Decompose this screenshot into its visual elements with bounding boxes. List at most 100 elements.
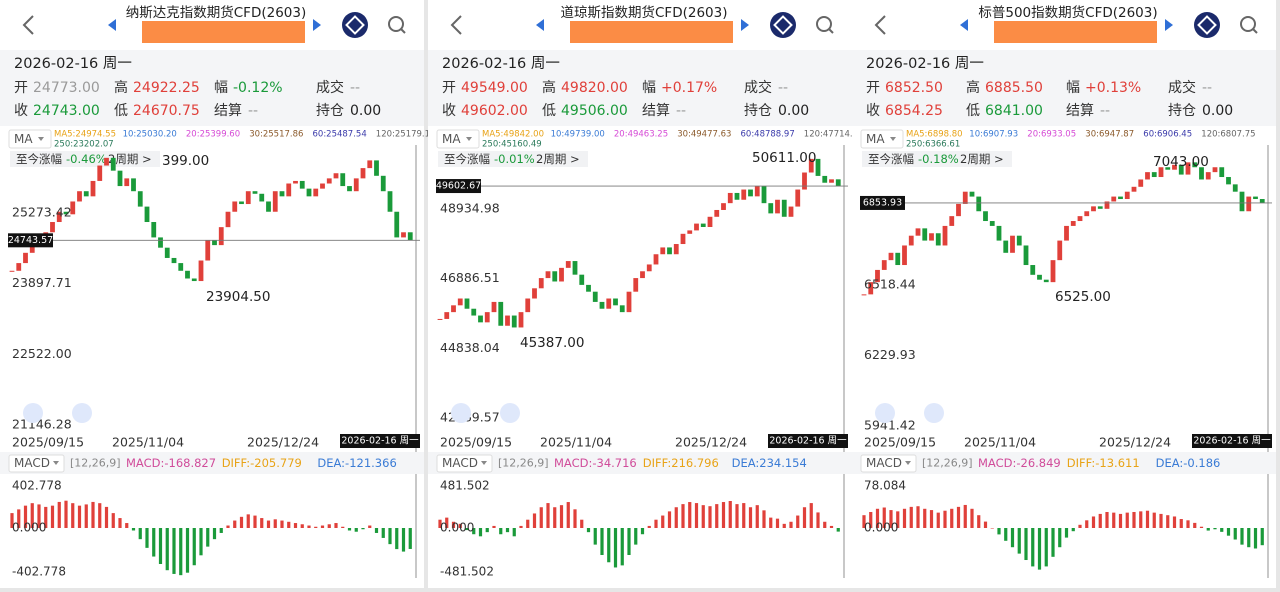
macd-bar xyxy=(1078,524,1082,528)
back-button[interactable] xyxy=(22,15,34,35)
stat-label: 持仓 xyxy=(1168,103,1196,119)
ma-selector[interactable] xyxy=(860,129,904,149)
ai-button[interactable] xyxy=(1194,12,1220,38)
prev-button[interactable] xyxy=(960,19,968,31)
change-period[interactable]: 2周期 > xyxy=(960,152,1004,166)
stat-label: 开 xyxy=(442,80,456,96)
candle xyxy=(518,312,524,328)
next-button[interactable] xyxy=(741,19,749,31)
candle xyxy=(754,186,760,197)
macd-bar xyxy=(1139,511,1143,528)
candle xyxy=(532,288,537,299)
candle xyxy=(313,188,319,197)
macd-bar xyxy=(374,528,379,533)
y-tick-label: 25273.42 xyxy=(12,205,72,220)
y-tick-label: 5941.42 xyxy=(864,418,916,433)
next-button[interactable] xyxy=(313,19,321,31)
macd-selector[interactable] xyxy=(8,454,65,473)
macd-bar xyxy=(158,528,163,564)
candle xyxy=(694,223,699,231)
ma-value: 120:47714.28 xyxy=(804,130,864,140)
candle xyxy=(1253,196,1258,200)
ma-selector[interactable] xyxy=(8,129,52,149)
macd-bar xyxy=(1064,528,1069,538)
expand-button[interactable] xyxy=(72,403,92,423)
candle xyxy=(1077,216,1083,222)
macd-bar xyxy=(889,510,893,528)
ai-button[interactable] xyxy=(770,12,796,38)
stat-label: 收 xyxy=(14,103,28,119)
price-tag-bg xyxy=(860,195,905,210)
macd-selector[interactable] xyxy=(436,454,493,473)
macd-bar xyxy=(983,521,988,528)
zoom-button[interactable] xyxy=(875,403,895,423)
candle xyxy=(1219,167,1225,178)
macd-bar xyxy=(816,512,820,528)
change-value: -0.46% xyxy=(66,152,107,166)
candle xyxy=(1172,164,1177,170)
candle xyxy=(1138,179,1144,187)
candle xyxy=(471,308,477,316)
candle xyxy=(444,312,450,319)
macd-bar xyxy=(1112,512,1116,528)
zoom-button[interactable] xyxy=(451,403,471,423)
candle xyxy=(1239,191,1245,212)
ma-value: 30:6947.87 xyxy=(1085,130,1134,140)
prev-button[interactable] xyxy=(536,19,544,31)
search-button[interactable] xyxy=(388,16,404,32)
candle xyxy=(1145,172,1150,180)
candle xyxy=(881,260,887,270)
macd-bar xyxy=(192,528,196,566)
change-period[interactable]: 2周期 > xyxy=(536,152,580,166)
candle xyxy=(1124,191,1130,200)
prev-button[interactable] xyxy=(108,19,116,31)
stat-value: 0.00 xyxy=(350,103,381,119)
back-button[interactable] xyxy=(874,15,886,35)
macd-value: DIFF:-205.779 xyxy=(222,456,302,470)
macd-bar xyxy=(1145,510,1150,528)
macd-selector[interactable] xyxy=(860,454,917,473)
macd-bar xyxy=(512,528,516,537)
macd-bar xyxy=(381,528,385,538)
macd-bar xyxy=(401,528,406,552)
back-button[interactable] xyxy=(450,15,462,35)
candle xyxy=(484,312,490,323)
change-period[interactable]: 2周期 > xyxy=(108,152,152,166)
candle xyxy=(1259,199,1265,203)
macd-bar xyxy=(519,525,523,528)
x-tick-label: 2025/09/15 xyxy=(440,435,512,450)
macd-bar xyxy=(1166,515,1170,528)
zoom-button[interactable] xyxy=(23,403,43,423)
macd-bar xyxy=(546,503,550,528)
ai-button[interactable] xyxy=(342,12,368,38)
candle xyxy=(367,160,373,169)
macd-bar xyxy=(1085,520,1089,528)
candle xyxy=(538,278,544,289)
search-button[interactable] xyxy=(1240,16,1256,32)
candle xyxy=(559,267,564,282)
candle xyxy=(293,180,298,184)
macd-bar xyxy=(395,528,399,550)
macd-value: DEA:-121.366 xyxy=(317,456,396,470)
candle xyxy=(104,157,109,166)
ma-selector[interactable] xyxy=(436,129,480,149)
macd-bar xyxy=(721,502,726,528)
macd-value: DIFF:-13.611 xyxy=(1067,456,1140,470)
macd-bar xyxy=(882,507,886,528)
macd-bar xyxy=(320,525,325,528)
stat-label: 低 xyxy=(542,103,556,119)
redaction xyxy=(994,21,1157,43)
expand-button[interactable] xyxy=(924,403,944,423)
macd-tick-label: 0.000 xyxy=(864,521,898,535)
search-button[interactable] xyxy=(816,16,832,32)
expand-button[interactable] xyxy=(500,403,520,423)
macd-bar xyxy=(505,528,510,533)
candle xyxy=(707,216,713,227)
candle xyxy=(646,264,652,272)
candle xyxy=(1016,235,1022,246)
next-button[interactable] xyxy=(1165,19,1173,31)
candle xyxy=(225,211,231,228)
macd-bar xyxy=(823,521,827,528)
macd-bar xyxy=(246,514,250,528)
candle xyxy=(306,188,312,197)
